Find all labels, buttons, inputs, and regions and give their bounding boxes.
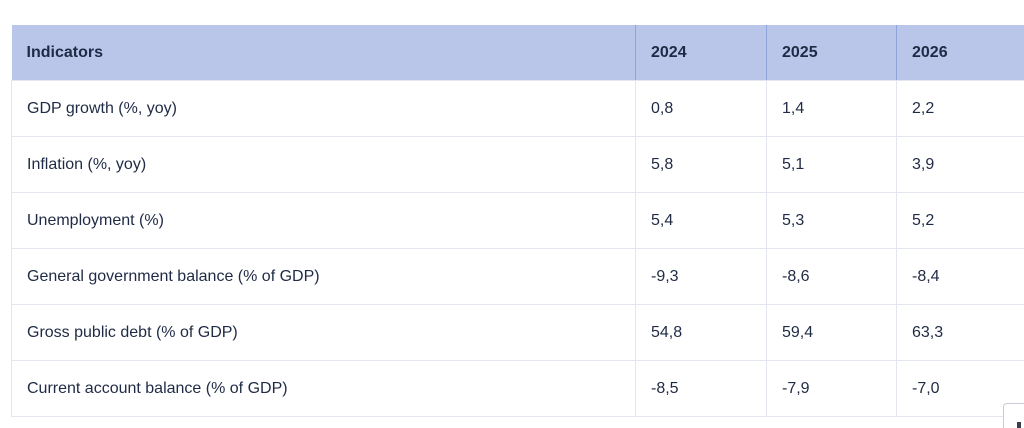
value-2026: 2,2 (897, 81, 1024, 137)
indicator-name: General government balance (% of GDP) (12, 249, 636, 305)
indicator-name: Inflation (%, yoy) (12, 137, 636, 193)
value-2025: 5,1 (767, 137, 897, 193)
floating-widget-button[interactable] (1003, 403, 1024, 428)
indicator-name: GDP growth (%, yoy) (12, 81, 636, 137)
value-2026: 63,3 (897, 305, 1024, 361)
value-2024: 54,8 (636, 305, 767, 361)
value-2025: 1,4 (767, 81, 897, 137)
table-row: General government balance (% of GDP) -9… (12, 249, 1024, 305)
header-row: Indicators 2024 2025 2026 (12, 25, 1024, 81)
table-row: Inflation (%, yoy) 5,8 5,1 3,9 (12, 137, 1024, 193)
indicators-table-container: Indicators 2024 2025 2026 GDP growth (%,… (11, 25, 1024, 417)
table-row: Gross public debt (% of GDP) 54,8 59,4 6… (12, 305, 1024, 361)
header-year-2024: 2024 (636, 25, 767, 81)
table-row: Unemployment (%) 5,4 5,3 5,2 (12, 193, 1024, 249)
value-2026: 3,9 (897, 137, 1024, 193)
value-2025: -7,9 (767, 361, 897, 417)
widget-icon (1017, 422, 1021, 428)
value-2024: -9,3 (636, 249, 767, 305)
value-2025: 5,3 (767, 193, 897, 249)
indicator-name: Unemployment (%) (12, 193, 636, 249)
table-row: GDP growth (%, yoy) 0,8 1,4 2,2 (12, 81, 1024, 137)
value-2026: 5,2 (897, 193, 1024, 249)
header-indicators: Indicators (12, 25, 636, 81)
header-year-2026: 2026 (897, 25, 1024, 81)
table-row: Current account balance (% of GDP) -8,5 … (12, 361, 1024, 417)
indicator-name: Current account balance (% of GDP) (12, 361, 636, 417)
value-2024: 5,8 (636, 137, 767, 193)
value-2025: -8,6 (767, 249, 897, 305)
value-2024: 5,4 (636, 193, 767, 249)
indicators-table: Indicators 2024 2025 2026 GDP growth (%,… (11, 25, 1024, 417)
value-2024: 0,8 (636, 81, 767, 137)
value-2026: -8,4 (897, 249, 1024, 305)
value-2024: -8,5 (636, 361, 767, 417)
table-header: Indicators 2024 2025 2026 (12, 25, 1024, 81)
indicator-name: Gross public debt (% of GDP) (12, 305, 636, 361)
header-year-2025: 2025 (767, 25, 897, 81)
table-body: GDP growth (%, yoy) 0,8 1,4 2,2 Inflatio… (12, 81, 1024, 417)
value-2025: 59,4 (767, 305, 897, 361)
